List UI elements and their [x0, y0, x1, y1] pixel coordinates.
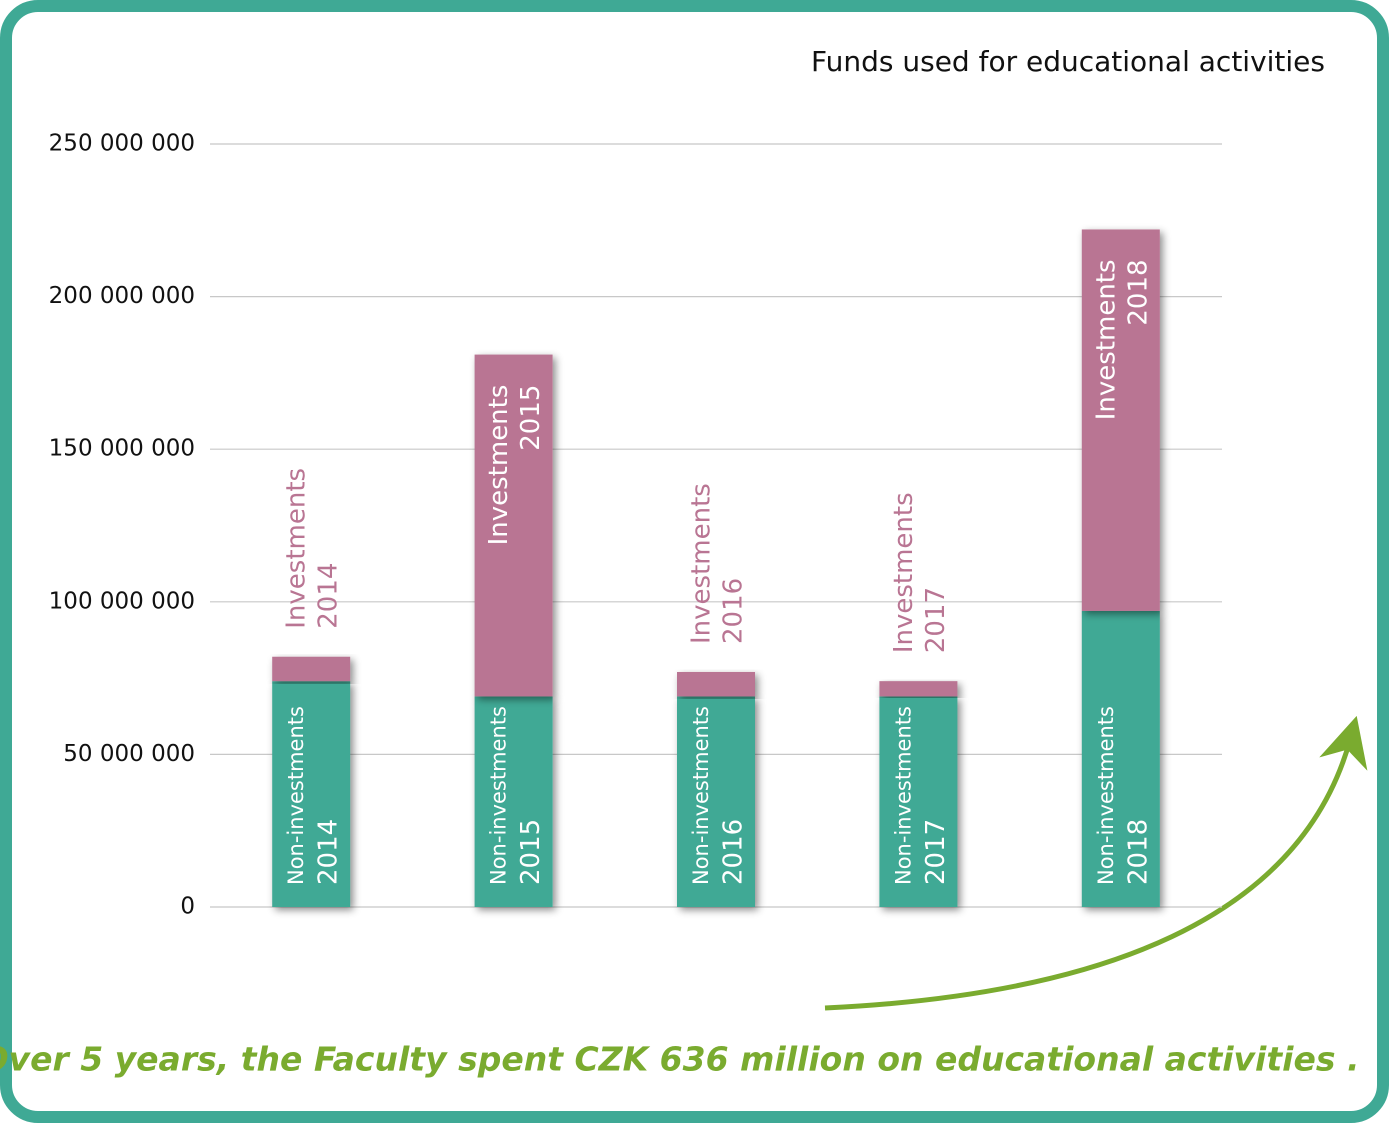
- bar-label-series: Non-investments: [487, 706, 511, 885]
- y-tick-label: 150 000 000: [49, 436, 195, 462]
- bar-label-year: 2015: [516, 819, 546, 885]
- bar-label-year: 2018: [1123, 259, 1153, 325]
- bar-label-year: 2016: [719, 578, 749, 644]
- bar-segment: [677, 696, 755, 907]
- bar-label-series: Investments: [282, 468, 312, 629]
- bar-label-year: 2016: [719, 819, 749, 885]
- y-tick-label: 200 000 000: [49, 283, 195, 309]
- bar-label-series: Non-investments: [284, 706, 308, 885]
- bar-label-year: 2017: [921, 587, 951, 653]
- bar-segment: [1081, 610, 1160, 907]
- bar-segment: [474, 354, 553, 697]
- bar-label-series: Non-investments: [891, 706, 915, 885]
- y-tick-label: 100 000 000: [49, 588, 195, 614]
- y-tick-label: 0: [180, 894, 195, 920]
- bar-label-series: Non-investments: [1094, 706, 1118, 885]
- chart-title: Funds used for educational activities: [811, 45, 1325, 78]
- bar-label-year: 2014: [314, 563, 344, 629]
- bar-segment: [879, 696, 958, 907]
- bar-segment: [1081, 229, 1160, 611]
- bar-segment: [879, 681, 958, 697]
- annotation: Over 5 years, the Faculty spent CZK 636 …: [0, 1040, 1360, 1079]
- bar-label-year: 2017: [921, 819, 951, 885]
- bar-label-series: Investments: [484, 385, 514, 546]
- y-tick-label: 250 000 000: [49, 131, 195, 157]
- bar-label-year: 2014: [314, 819, 344, 885]
- bar-label-year: 2015: [516, 385, 546, 451]
- bar-segment: [272, 681, 351, 907]
- bar-segment: [677, 671, 755, 697]
- bar-label-series: Non-investments: [689, 706, 713, 885]
- y-tick-label: 50 000 000: [63, 741, 195, 767]
- bar-segment: [272, 656, 351, 682]
- bar-label-series: Investments: [889, 492, 919, 653]
- bar-label-series: Investments: [687, 483, 717, 644]
- bar-label-year: 2018: [1123, 819, 1153, 885]
- trend-arrow: [824, 715, 1368, 1011]
- bar-segment: [474, 696, 553, 907]
- bar-label-series: Investments: [1091, 259, 1121, 420]
